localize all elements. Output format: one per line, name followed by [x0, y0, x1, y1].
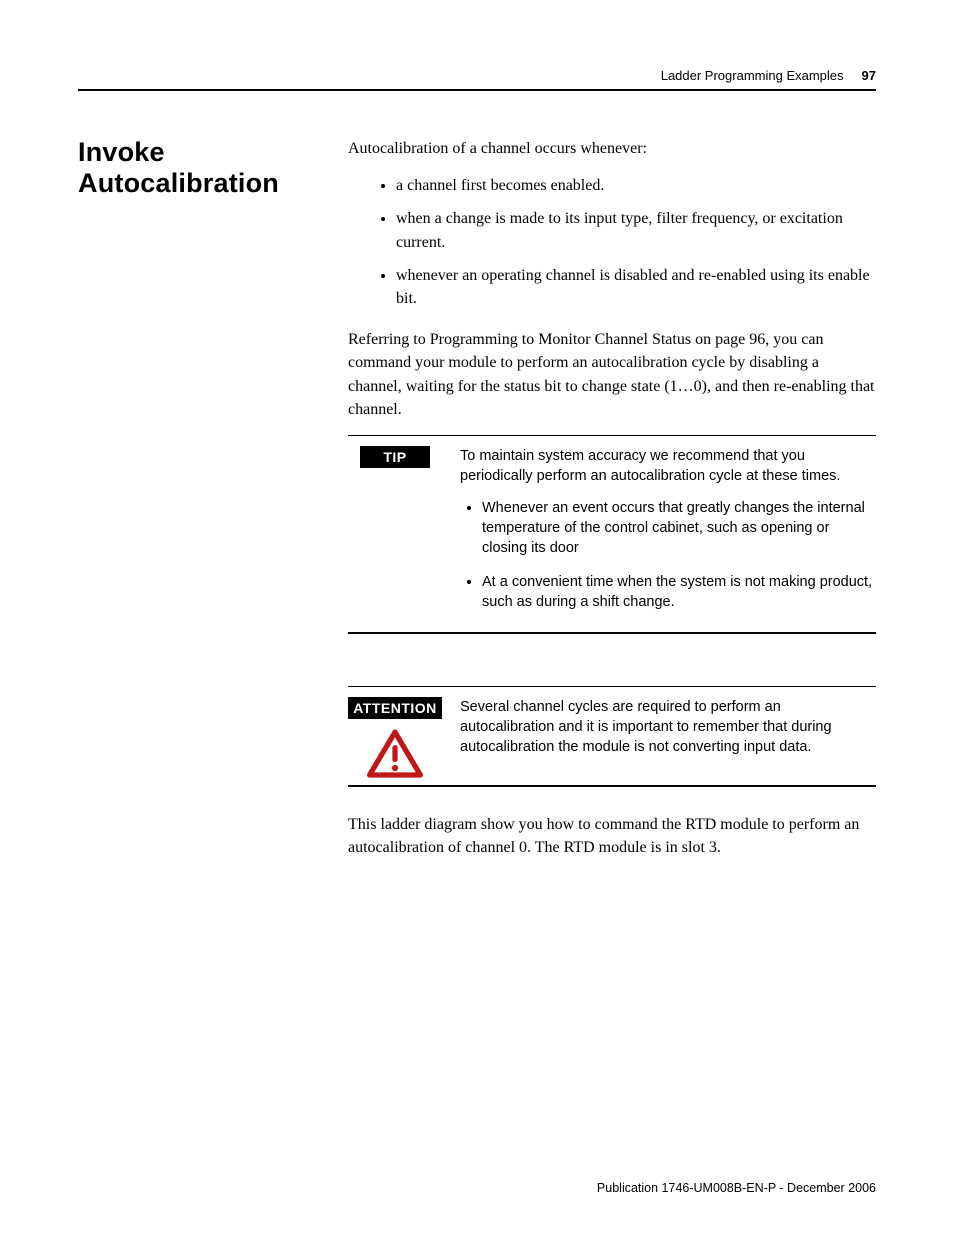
- closing-paragraph: This ladder diagram show you how to comm…: [348, 813, 876, 859]
- tip-badge: TIP: [360, 446, 430, 468]
- header-rule: [78, 89, 876, 91]
- callout-top-rule: [348, 686, 876, 688]
- callout-body: Several channel cycles are required to p…: [460, 697, 876, 769]
- callout-top-rule: [348, 435, 876, 437]
- running-header: Ladder Programming Examples 97: [78, 68, 876, 83]
- callout-label-column: TIP: [348, 446, 442, 468]
- left-column: Invoke Autocalibration: [78, 137, 318, 859]
- list-item: At a convenient time when the system is …: [482, 572, 876, 612]
- intro-paragraph: Autocalibration of a channel occurs when…: [348, 137, 876, 160]
- attention-callout: ATTENTION Several channel cycles are req…: [348, 686, 876, 787]
- callout-row: TIP To maintain system accuracy we recom…: [348, 446, 876, 626]
- attention-text: Several channel cycles are required to p…: [460, 697, 876, 757]
- content-columns: Invoke Autocalibration Autocalibration o…: [78, 137, 876, 859]
- callout-row: ATTENTION Several channel cycles are req…: [348, 697, 876, 779]
- warning-triangle-icon: [367, 729, 423, 779]
- callout-label-column: ATTENTION: [348, 697, 442, 779]
- intro-bullet-list: a channel first becomes enabled. when a …: [348, 174, 876, 310]
- callout-body: To maintain system accuracy we recommend…: [460, 446, 876, 626]
- running-title: Ladder Programming Examples: [661, 68, 844, 83]
- page-number: 97: [862, 68, 876, 83]
- tip-lead: To maintain system accuracy we recommend…: [460, 446, 876, 486]
- list-item: a channel first becomes enabled.: [396, 174, 876, 197]
- list-item: whenever an operating channel is disable…: [396, 264, 876, 310]
- page: Ladder Programming Examples 97 Invoke Au…: [0, 0, 954, 1235]
- list-item: Whenever an event occurs that greatly ch…: [482, 498, 876, 558]
- tip-callout: TIP To maintain system accuracy we recom…: [348, 435, 876, 634]
- page-footer: Publication 1746-UM008B-EN-P - December …: [597, 1181, 876, 1195]
- right-column: Autocalibration of a channel occurs when…: [348, 137, 876, 859]
- body-paragraph: Referring to Programming to Monitor Chan…: [348, 328, 876, 421]
- attention-badge: ATTENTION: [348, 697, 442, 719]
- callout-bottom-rule: [348, 785, 876, 787]
- section-title: Invoke Autocalibration: [78, 137, 318, 199]
- callout-bottom-rule: [348, 632, 876, 634]
- list-item: when a change is made to its input type,…: [396, 207, 876, 253]
- tip-bullet-list: Whenever an event occurs that greatly ch…: [460, 498, 876, 612]
- callout-spacing: [348, 644, 876, 680]
